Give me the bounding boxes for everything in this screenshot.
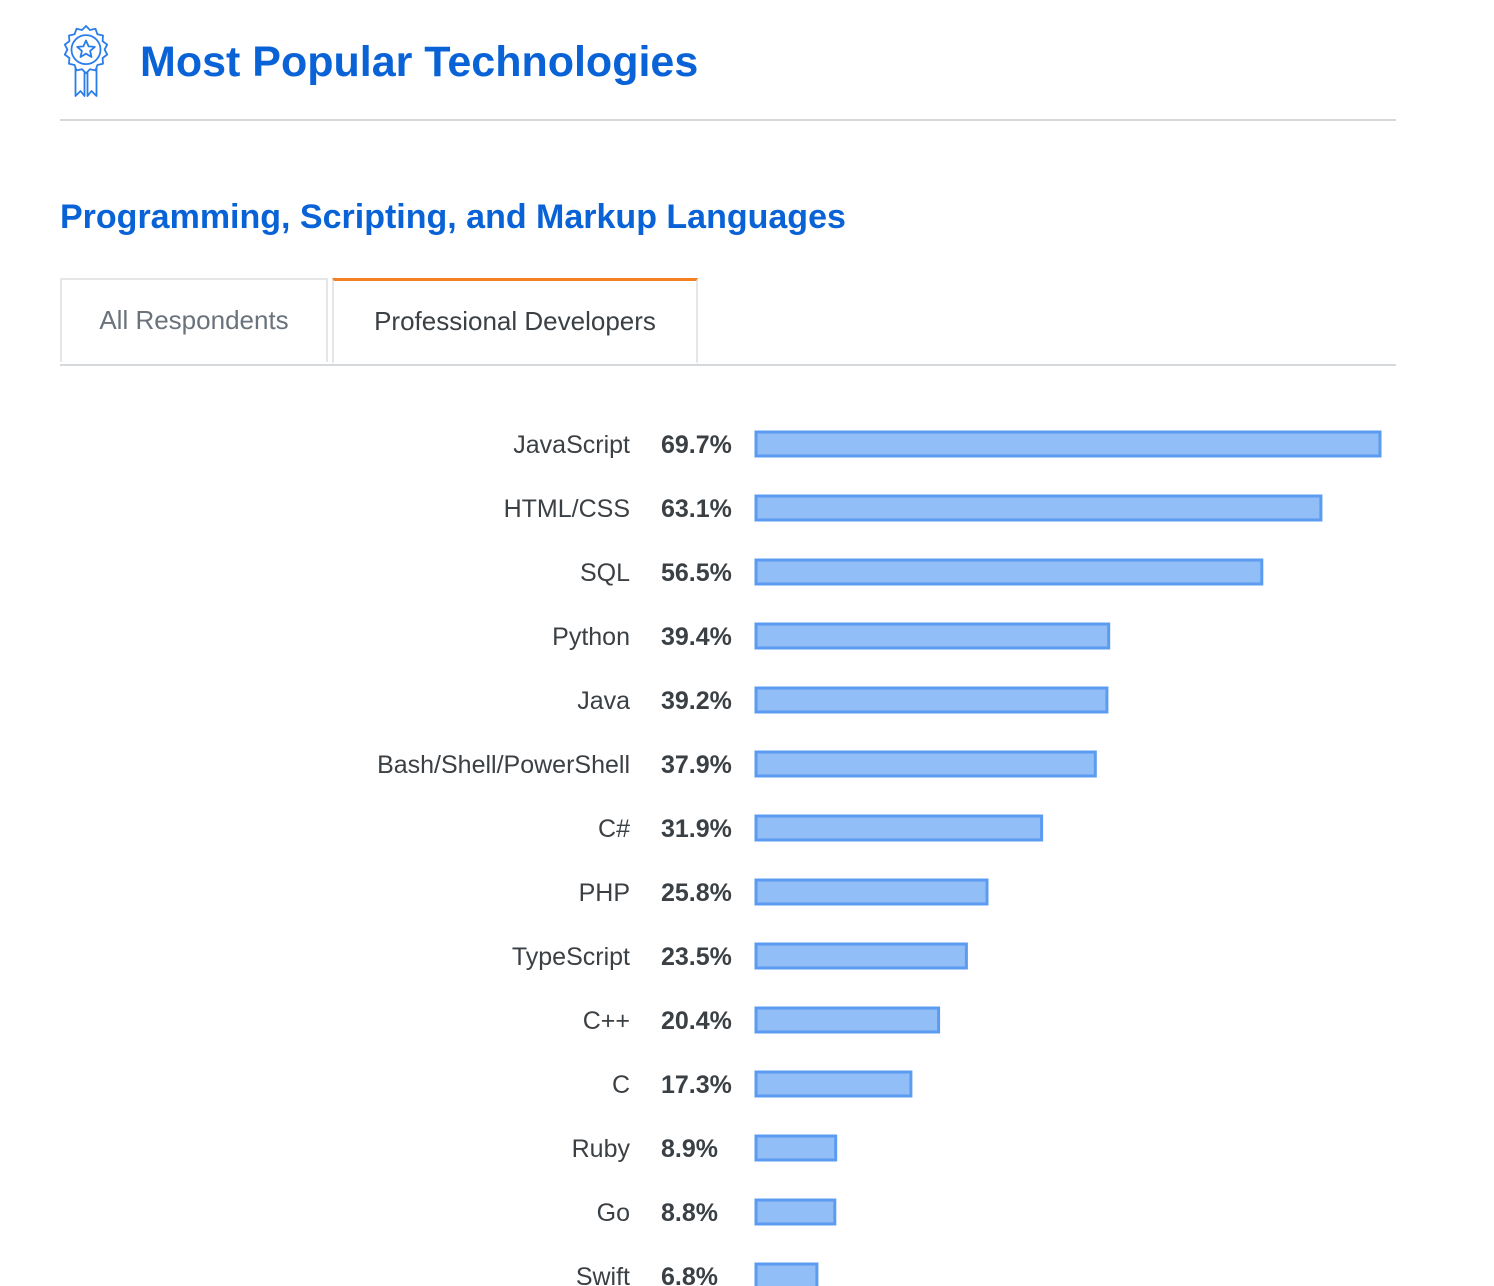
value-label: 39.2% [661, 687, 732, 715]
value-label: 25.8% [661, 879, 732, 907]
bar-python [754, 622, 1111, 650]
value-label: 8.8% [661, 1199, 718, 1227]
bar-row-go: Go 8.8% [597, 1198, 837, 1227]
bar-java [754, 686, 1109, 714]
category-label: Go [597, 1199, 630, 1227]
bar-typescript [754, 942, 968, 970]
languages-bar-chart: JavaScript 69.7% HTML/CSS 63.1% SQL 56.5% Pyth… [377, 430, 1382, 1286]
value-label: 63.1% [661, 495, 732, 523]
category-label: PHP [579, 879, 630, 907]
page-header: Most Popular Technologies [60, 24, 1396, 121]
bar-javascript [754, 430, 1382, 458]
bar-row-c: C++ 20.4% [583, 1006, 941, 1035]
category-label: JavaScript [513, 431, 630, 459]
value-label: 69.7% [661, 431, 732, 459]
value-label: 20.4% [661, 1007, 732, 1035]
value-label: 6.8% [661, 1263, 718, 1286]
bar-row-java: Java 39.2% [577, 686, 1109, 715]
category-label: Java [577, 687, 630, 715]
bar-row-python: Python 39.4% [552, 622, 1111, 651]
category-label: HTML/CSS [504, 495, 630, 523]
value-label: 37.9% [661, 751, 732, 779]
category-label: SQL [580, 559, 630, 587]
bar-row-ruby: Ruby 8.9% [572, 1134, 838, 1163]
bar-row-javascript: JavaScript 69.7% [513, 430, 1382, 459]
value-label: 31.9% [661, 815, 732, 843]
tab-all-respondents[interactable]: All Respondents [60, 278, 328, 362]
category-label: C++ [583, 1007, 630, 1035]
bar-row-php: PHP 25.8% [579, 878, 989, 907]
category-label: C [612, 1071, 630, 1099]
category-label: Bash/Shell/PowerShell [377, 751, 630, 779]
page-title: Most Popular Technologies [140, 38, 699, 86]
category-label: C# [598, 815, 630, 843]
bar-row-c: C 17.3% [612, 1070, 913, 1099]
bar-bash-shell-powershell [754, 750, 1097, 778]
value-label: 56.5% [661, 559, 732, 587]
value-label: 8.9% [661, 1135, 718, 1163]
bar-php [754, 878, 989, 906]
bar-row-swift: Swift 6.8% [576, 1262, 819, 1286]
award-ribbon-icon [63, 25, 109, 97]
category-label: TypeScript [512, 943, 630, 971]
tab-professional-developers[interactable]: Professional Developers [332, 278, 698, 364]
bar-row-sql: SQL 56.5% [580, 558, 1264, 587]
bar-row-typescript: TypeScript 23.5% [512, 942, 968, 971]
value-label: 17.3% [661, 1071, 732, 1099]
section-title: Programming, Scripting, and Markup Langu… [60, 198, 846, 236]
category-label: Swift [576, 1263, 630, 1286]
bar-c [754, 814, 1044, 842]
value-label: 23.5% [661, 943, 732, 971]
category-label: Ruby [572, 1135, 631, 1163]
value-label: 39.4% [661, 623, 732, 651]
bar-c [754, 1070, 913, 1098]
bar-row-c: C# 31.9% [598, 814, 1044, 843]
bar-swift [754, 1262, 819, 1286]
category-label: Python [552, 623, 630, 651]
respondent-tabs: All Respondents Professional Developers [60, 278, 1396, 366]
bar-go [754, 1198, 837, 1226]
bar-sql [754, 558, 1264, 586]
bar-row-bash-shell-powershell: Bash/Shell/PowerShell 37.9% [377, 750, 1097, 779]
bar-row-html-css: HTML/CSS 63.1% [504, 494, 1323, 523]
bar-ruby [754, 1134, 838, 1162]
bar-c [754, 1006, 941, 1034]
bar-html-css [754, 494, 1323, 522]
chart-rows: JavaScript 69.7% HTML/CSS 63.1% SQL 56.5% Pyth… [377, 430, 1382, 1286]
